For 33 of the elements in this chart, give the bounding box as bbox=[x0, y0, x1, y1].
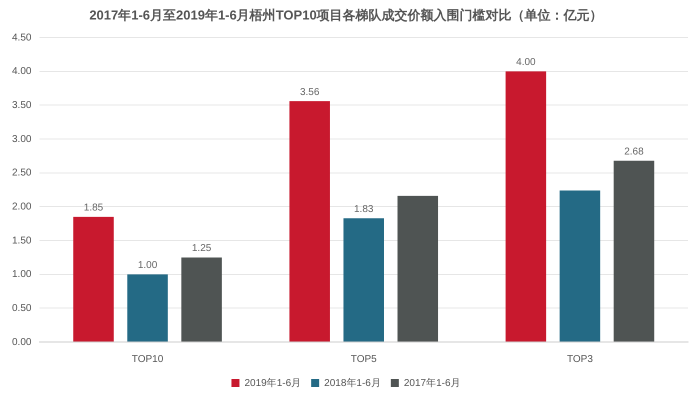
bar bbox=[181, 257, 222, 342]
bar bbox=[560, 190, 600, 342]
data-label: 1.00 bbox=[138, 260, 158, 272]
bar bbox=[127, 274, 168, 342]
y-tick-label: 4.50 bbox=[12, 32, 32, 44]
legend-label: 2019年1-6月 bbox=[244, 376, 302, 389]
bar bbox=[506, 71, 546, 342]
bar bbox=[73, 216, 114, 342]
bar bbox=[614, 160, 654, 342]
y-tick-label: 3.00 bbox=[12, 134, 32, 145]
data-label: 2.68 bbox=[624, 146, 644, 158]
x-tick-label: TOP5 bbox=[350, 354, 378, 365]
data-label: 1.83 bbox=[354, 204, 374, 215]
data-label: 1.85 bbox=[84, 202, 104, 214]
y-tick-label: 1.50 bbox=[12, 235, 32, 246]
y-tick-label: 0.00 bbox=[12, 336, 32, 348]
data-label: 4.00 bbox=[516, 57, 536, 68]
chart-title: 2017年1-6月至2019年1-6月梧州TOP10项目各梯队成交价额入围门槛对比（单位：亿元） bbox=[89, 7, 603, 22]
data-label: 1.25 bbox=[192, 243, 212, 254]
legend-label: 2018年1-6月 bbox=[324, 376, 381, 389]
y-tick-label: 4.00 bbox=[12, 66, 32, 78]
y-tick-label: 2.00 bbox=[12, 201, 32, 212]
y-tick-label: 1.00 bbox=[12, 269, 32, 280]
x-tick-label: TOP10 bbox=[132, 354, 164, 365]
bar bbox=[343, 218, 384, 342]
bar bbox=[289, 101, 330, 342]
y-tick-label: 3.50 bbox=[12, 100, 32, 111]
legend-label: 2017年1-6月 bbox=[404, 376, 461, 389]
y-tick-label: 0.50 bbox=[12, 302, 32, 314]
bar bbox=[398, 196, 438, 342]
y-tick-label: 2.50 bbox=[12, 168, 32, 179]
data-label: 3.56 bbox=[300, 86, 320, 98]
x-tick-label: TOP3 bbox=[566, 354, 594, 365]
